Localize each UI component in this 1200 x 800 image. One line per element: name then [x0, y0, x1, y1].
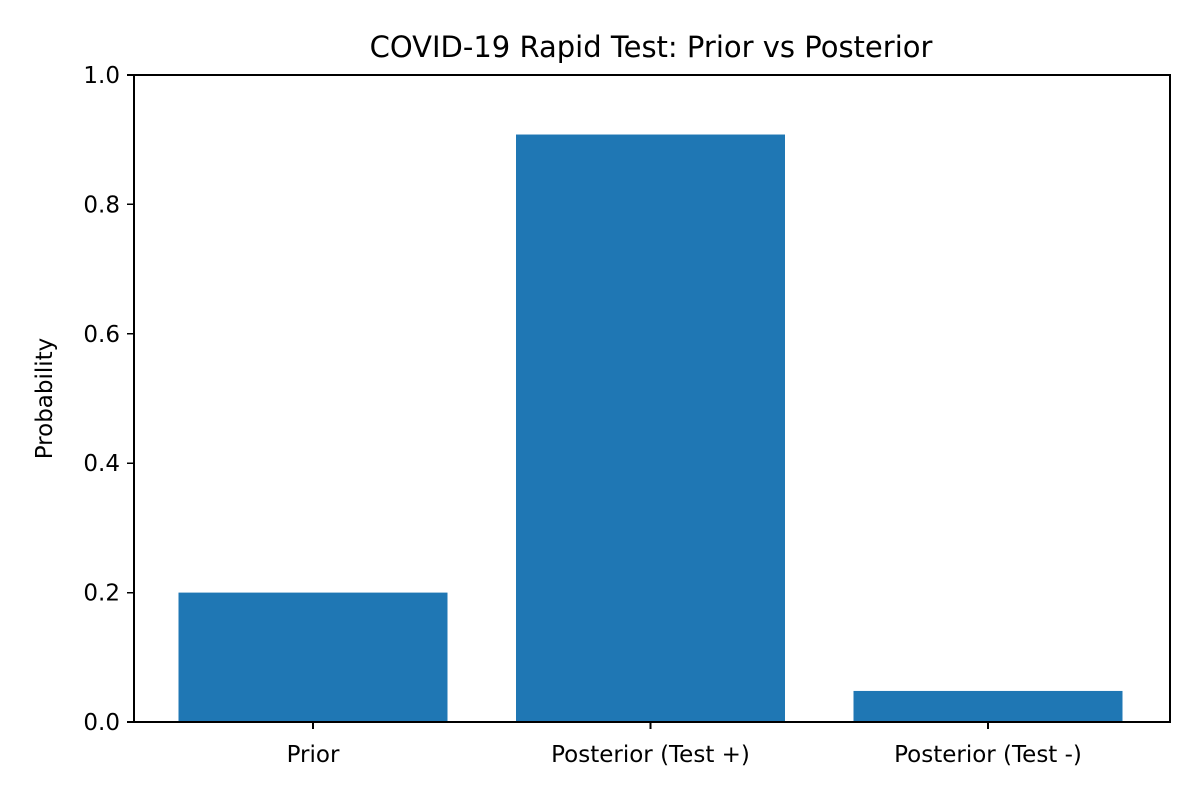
chart-title: COVID-19 Rapid Test: Prior vs Posterior [370, 30, 933, 64]
bar-2 [853, 690, 1123, 722]
y-tick-label: 0.0 [83, 710, 120, 736]
bars-layer [178, 134, 1123, 723]
x-tick-label: Posterior (Test +) [551, 742, 750, 768]
plot-frame [133, 74, 1171, 723]
y-tick-label: 0.2 [83, 581, 120, 607]
y-tick-label: 1.0 [83, 63, 120, 89]
bar-1 [516, 134, 785, 723]
y-tick-label: 0.8 [83, 192, 120, 218]
x-tick-label: Prior [287, 742, 340, 768]
ticks-layer: Prior Posterior (Test +) Posterior (Test -… [83, 63, 1081, 768]
y-tick-label: 0.4 [83, 451, 120, 477]
bar-0 [178, 592, 448, 722]
x-tick-label: Posterior (Test -) [894, 742, 1082, 768]
y-axis-label: Probability [32, 338, 58, 460]
y-tick-label: 0.6 [83, 322, 120, 348]
